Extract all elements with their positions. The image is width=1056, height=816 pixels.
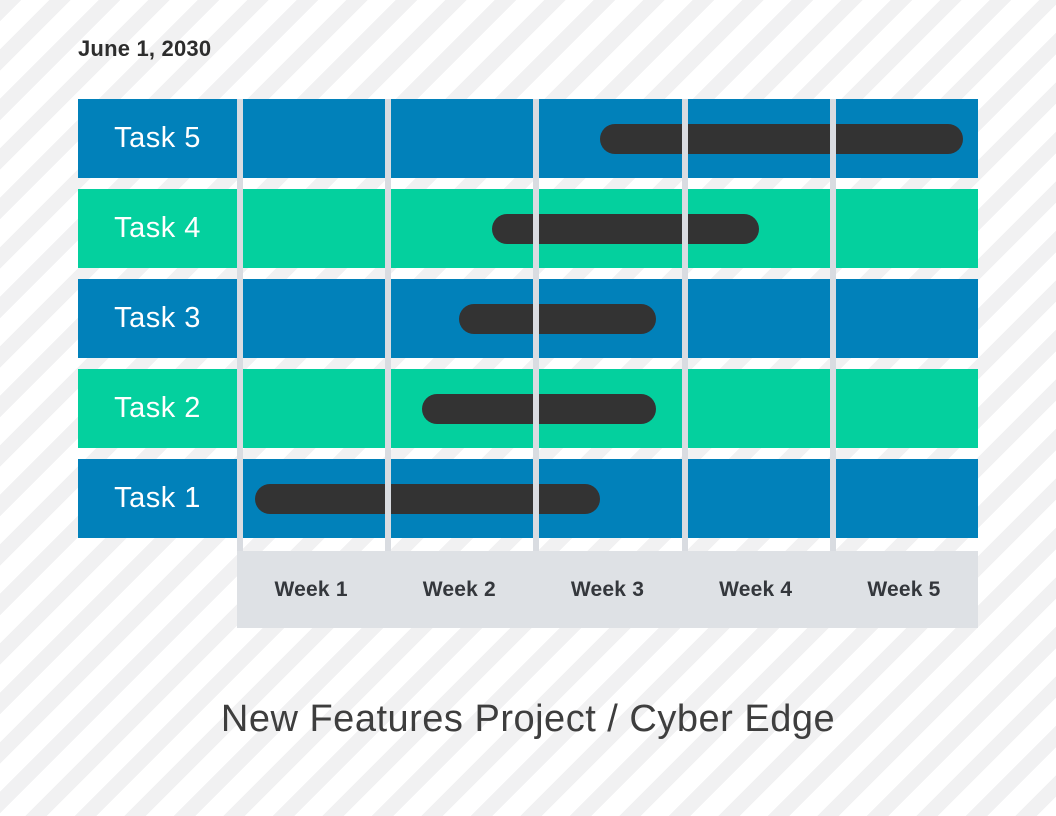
week-axis-label: Week 3 (570, 577, 645, 601)
gantt-row: Task 3 (78, 279, 978, 358)
gantt-row: Task 5 (78, 99, 978, 178)
task-label: Task 4 (114, 212, 201, 244)
task-label: Task 2 (114, 392, 201, 424)
gantt-rows: Task 5 Task 4 Task 3 Task 2 Task 1 (78, 99, 978, 538)
date-label: June 1, 2030 (78, 36, 212, 61)
gantt-chart: Task 5 Task 4 Task 3 Task 2 Task 1 Week 1 Wee… (78, 99, 978, 628)
task-label: Task 5 (114, 122, 201, 154)
task-track (237, 369, 978, 448)
task-label: Task 3 (114, 302, 201, 334)
week-axis: Week 1 Week 2 Week 3 Week 4 Week 5 (237, 551, 978, 628)
task-track (237, 189, 978, 268)
week-axis-label: Week 5 (867, 577, 941, 601)
task-label: Task 1 (114, 482, 201, 514)
gantt-row: Task 4 (78, 189, 978, 268)
task-duration-bar (459, 303, 657, 334)
task-duration-bar (254, 483, 601, 514)
gantt-row: Task 2 (78, 369, 978, 448)
chart-title: New Features Project / Cyber Edge (220, 698, 836, 740)
task-duration-bar (600, 123, 964, 154)
task-track (237, 99, 978, 178)
task-duration-bar (491, 213, 759, 244)
task-track (237, 459, 978, 538)
week-axis-label: Week 4 (719, 577, 793, 601)
week-axis-label: Week 2 (422, 577, 496, 601)
task-duration-bar (422, 393, 657, 424)
task-track (237, 279, 978, 358)
gantt-row: Task 1 (78, 459, 978, 538)
week-axis-label: Week 1 (274, 577, 348, 601)
